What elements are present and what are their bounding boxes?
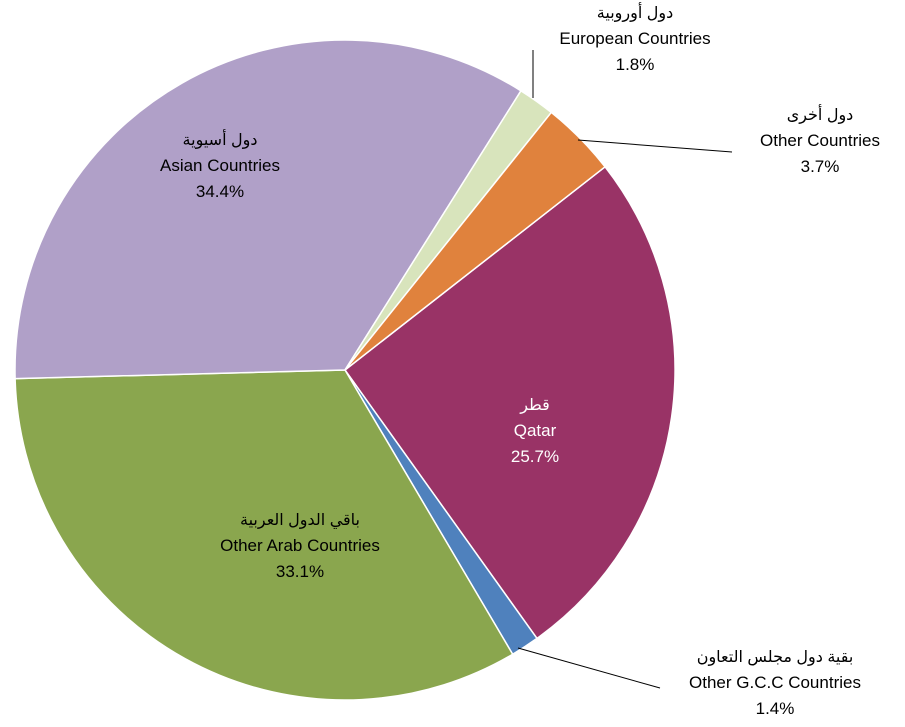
slice-value-label: 1.4% (756, 699, 795, 718)
pie-slice (343, 165, 676, 640)
slice-value-label: 25.7% (511, 447, 559, 466)
slice-value-label: 1.8% (616, 55, 655, 74)
slice-value-label: 3.7% (801, 157, 840, 176)
slice-label: Asian Countries (160, 156, 280, 175)
slice-value-label: 33.1% (276, 562, 324, 581)
slice-label-arabic: دول أخرى (787, 104, 854, 125)
leader-line (517, 647, 661, 689)
slice-label-arabic: بقية دول مجلس التعاون (697, 649, 854, 667)
slice-label: Qatar (514, 421, 557, 440)
slice-label-arabic: باقي الدول العربية (240, 512, 360, 530)
slice-label: Other G.C.C Countries (689, 673, 861, 692)
pie-slice (14, 39, 522, 380)
slice-label: European Countries (559, 29, 710, 48)
pie-slice (344, 111, 607, 371)
slice-label: Other Arab Countries (220, 536, 380, 555)
slice-label-arabic: دول أسيوية (183, 129, 258, 150)
pie-slice (14, 369, 514, 701)
slice-label-arabic: قطر (519, 397, 550, 415)
slice-label: Other Countries (760, 131, 880, 150)
slice-label-arabic: دول أوروبية (597, 2, 673, 23)
slice-value-label: 34.4% (196, 182, 244, 201)
leader-line (577, 139, 733, 153)
